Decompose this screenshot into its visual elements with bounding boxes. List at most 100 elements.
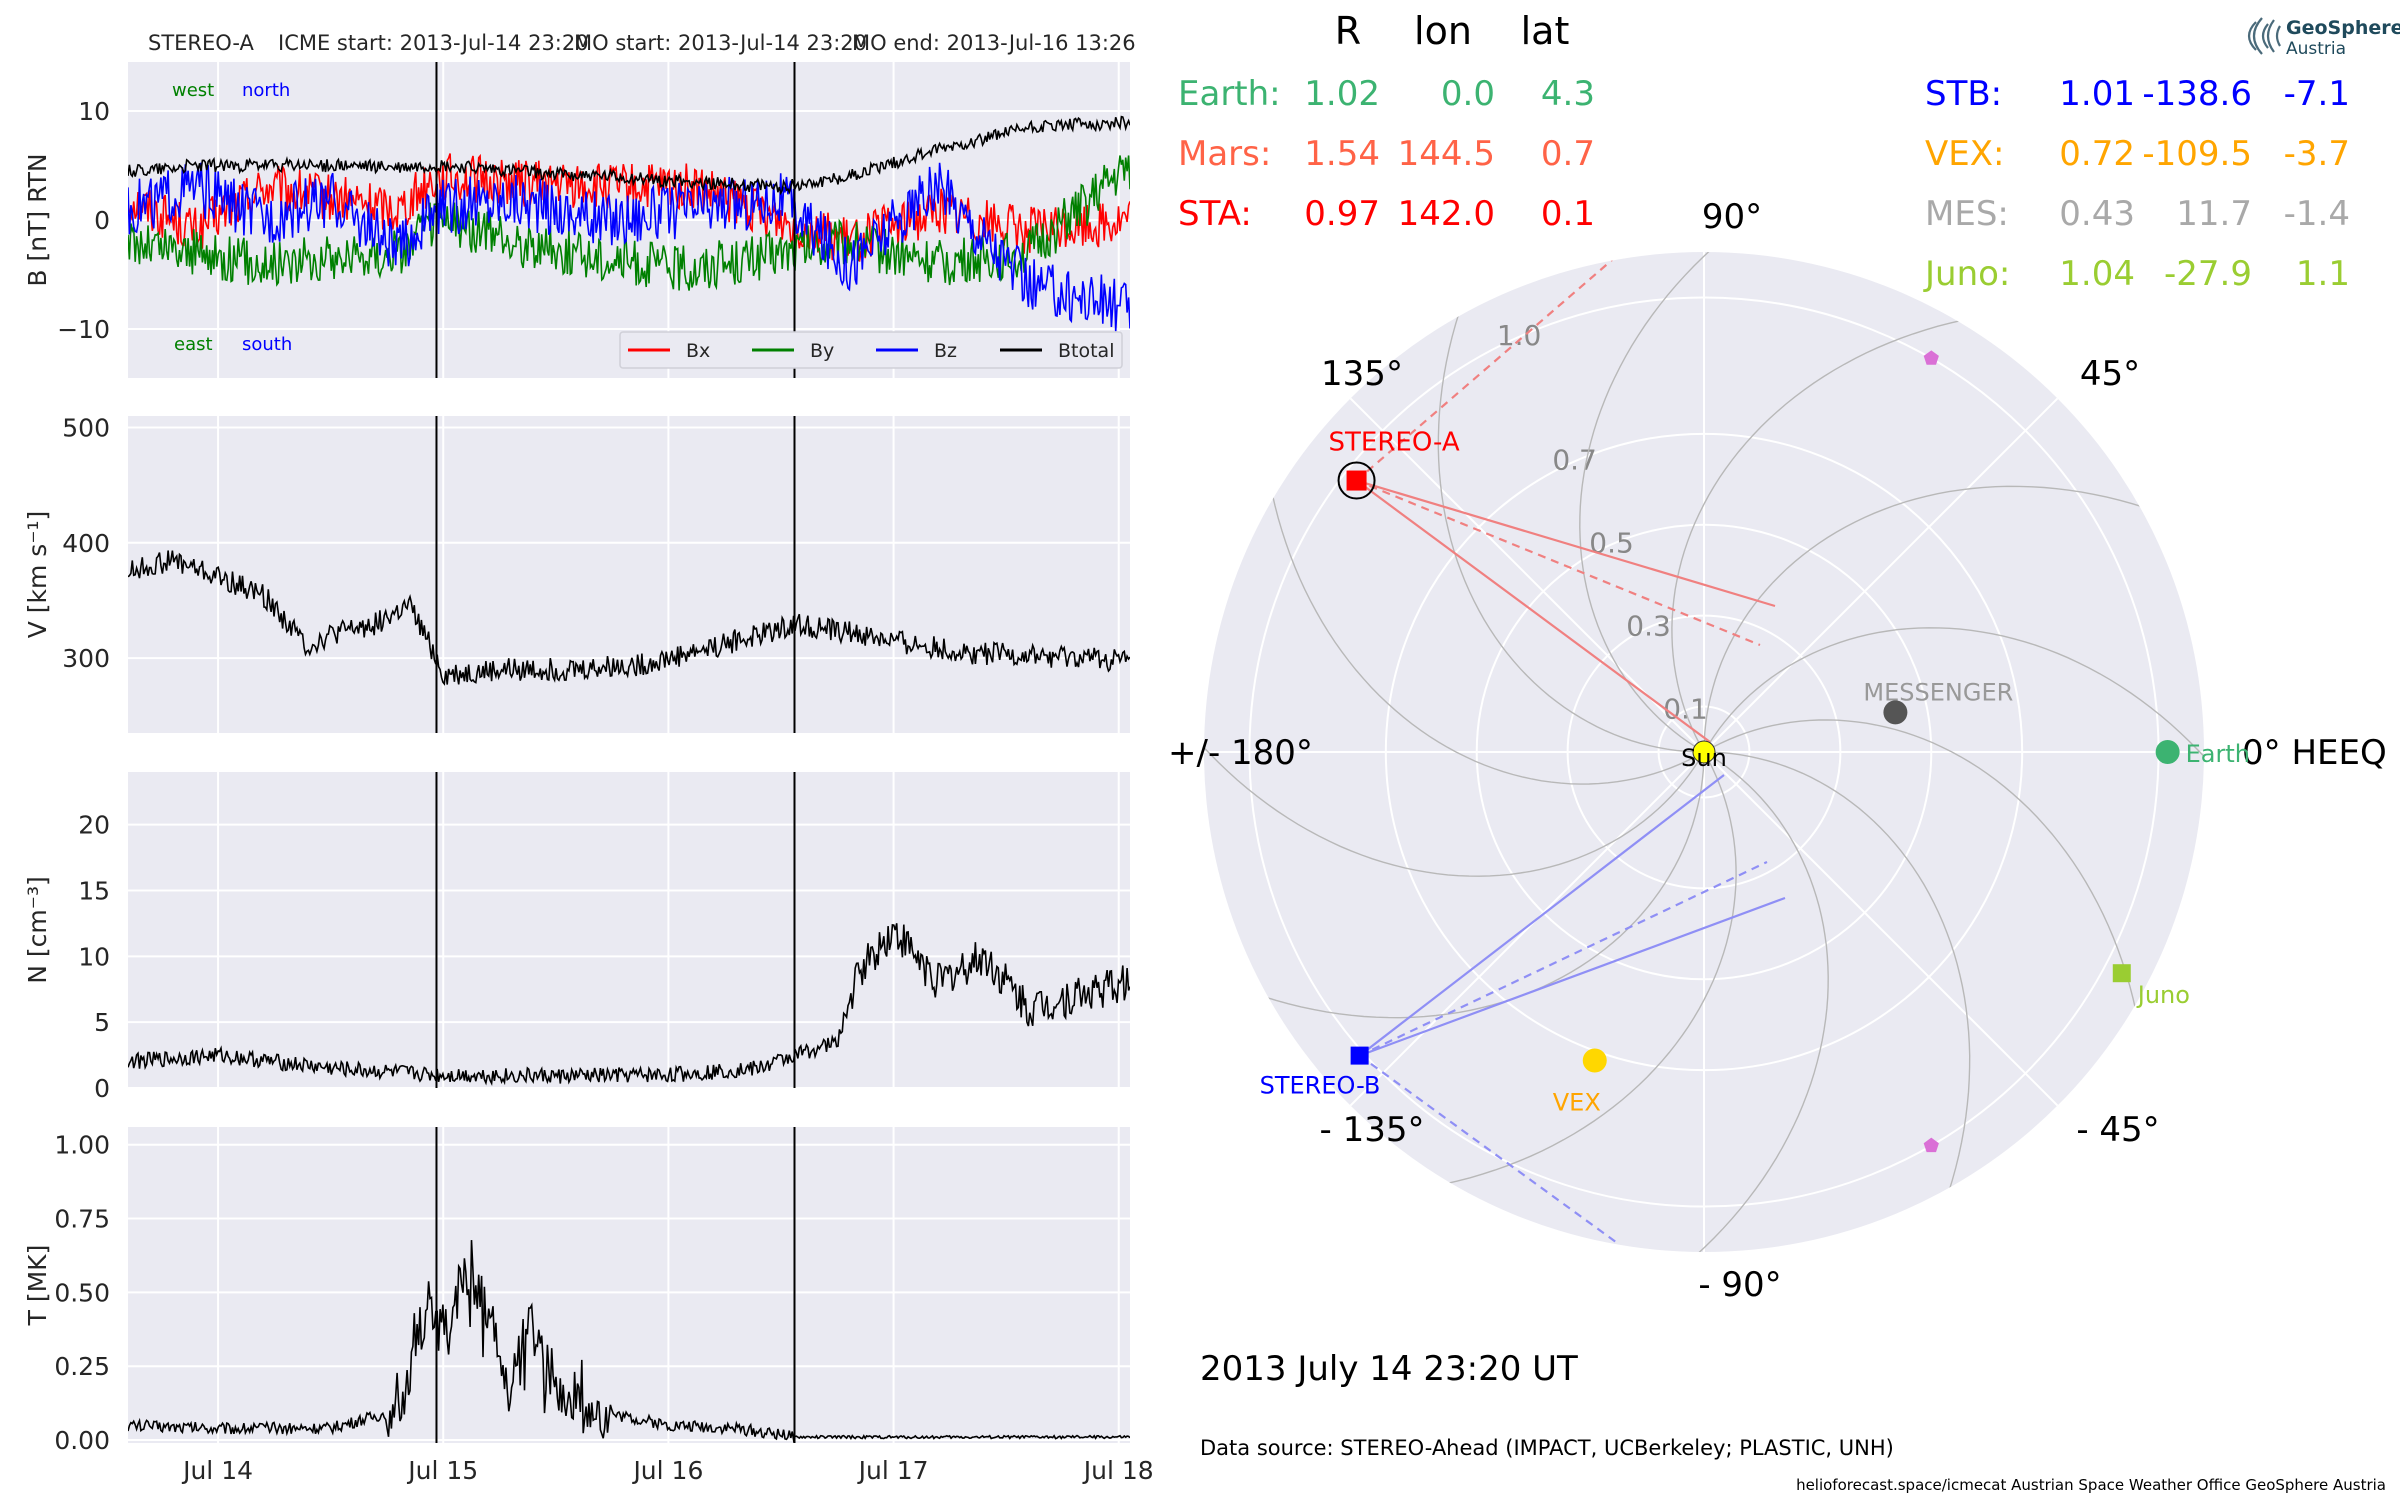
y-tick-label: 0.50 (54, 1278, 110, 1307)
sta-fov-line (1356, 479, 1776, 608)
body-juno: Juno (2112, 964, 2190, 1009)
pos-lat: -3.7 (2284, 134, 2350, 174)
pos-lon: -27.9 (2164, 254, 2252, 294)
polar-angle-label: - 45° (2076, 1110, 2159, 1150)
series-group (128, 923, 1130, 1086)
pos-r: 0.43 (2059, 194, 2135, 234)
pos-header-lon: lon (1414, 9, 1472, 53)
series-line-temperature (128, 1240, 1130, 1443)
fov-lines (1355, 259, 1786, 1246)
y-tick-label: 5 (94, 1008, 110, 1037)
stb-fov-line (1358, 774, 1725, 1057)
header-icme-start: ICME start: 2013-Jul-14 23:20 (278, 31, 589, 55)
stb-fov-line (1358, 1054, 1621, 1246)
pos-lat: 0.7 (1541, 134, 1595, 174)
polar-radial-gridline (1349, 751, 1705, 1107)
series-group (128, 550, 1130, 686)
body-messenger: MESSENGER (1863, 678, 2013, 725)
pos-name: STA: (1178, 194, 1252, 234)
pos-left-row: STA: 0.97 142.0 0.1 (1178, 194, 1595, 234)
header-mo-start: MO start: 2013-Jul-14 23:20 (574, 31, 867, 55)
series-line-density (128, 923, 1130, 1086)
x-tick-label: Jul 17 (857, 1456, 929, 1485)
spiral-line (1579, 252, 1768, 753)
sta-fov-line (1355, 259, 1613, 482)
y-axis-label: T [MK] (23, 1245, 52, 1327)
y-tick-label: 0.25 (54, 1352, 110, 1381)
legend-label-By: By (810, 340, 834, 362)
pos-name: MES: (1925, 194, 2009, 234)
spiral-line (1703, 719, 2147, 1080)
marker-pentagon (1923, 350, 1939, 365)
marker-circle (1582, 1048, 1607, 1073)
legend-label-Btotal: Btotal (1058, 340, 1114, 362)
geosphere-logo: GeoSphere Austria (2247, 17, 2400, 59)
y-tick-label: −10 (57, 315, 110, 344)
position-table: R lon lat Earth: 1.02 0.0 4.3 Mars: 1.54 144.5… (1178, 9, 2350, 294)
polar-angle-label: +/- 180° (1168, 733, 1313, 773)
polar-r-tick-label: 0.3 (1626, 609, 1671, 642)
marker-circle (1692, 740, 1716, 764)
timeseries-header: STEREO-A ICME start: 2013-Jul-14 23:20 M… (148, 31, 1136, 55)
marker-square (1350, 1046, 1369, 1065)
pos-r: 0.97 (1304, 194, 1380, 234)
body-label: VEX (1553, 1089, 1601, 1117)
marker-square (2112, 964, 2131, 983)
marker-circle (1883, 700, 1908, 725)
pos-lon: 142.0 (1398, 194, 1495, 234)
pos-lon: 11.7 (2176, 194, 2252, 234)
spiral-line (1204, 751, 1705, 1019)
y-axis-label: B [nT] RTN (23, 153, 52, 286)
marker-square (1346, 470, 1367, 491)
logo-mark-icon (2247, 17, 2281, 55)
spiral-line (1671, 309, 2032, 753)
spiral-line (1703, 627, 2204, 816)
body-pentagon-marker (1923, 1137, 1939, 1153)
polar-angle-label: - 135° (1320, 1110, 1425, 1150)
polar-ring (1384, 432, 2024, 1072)
y-tick-label: 400 (62, 529, 110, 558)
stb-fov-line (1359, 896, 1786, 1057)
plot-area (128, 772, 1130, 1088)
logo-line1: GeoSphere (2286, 17, 2400, 39)
series-group (128, 1240, 1130, 1443)
pos-right-row: Juno: 1.04 -27.9 1.1 (1923, 254, 2350, 294)
sta-fov-line (1355, 479, 1711, 743)
pos-header-lat: lat (1521, 9, 1570, 53)
legend-box (619, 331, 1123, 369)
y-tick-label: 0.00 (54, 1426, 110, 1455)
x-tick-label: Jul 14 (181, 1456, 253, 1485)
pos-r: 1.04 (2059, 254, 2135, 294)
y-tick-label: 10 (78, 97, 110, 126)
pos-left-row: Mars: 1.54 144.5 0.7 (1178, 134, 1595, 174)
spiral-line (1204, 688, 1705, 877)
body-label: Earth (2186, 740, 2250, 768)
pos-name: STB: (1925, 74, 2002, 114)
spiral-line (1640, 751, 1829, 1252)
pos-right-row: MES: 0.43 11.7 -1.4 (1925, 194, 2350, 234)
sta-fov-line (1356, 479, 1761, 647)
pos-lat: -7.1 (2284, 74, 2350, 114)
legend-label-Bx: Bx (686, 340, 710, 362)
polar-radial-gridline (1703, 751, 2059, 1107)
x-tick-label: Jul 18 (1082, 1456, 1154, 1485)
annotation-east: east (174, 334, 213, 355)
y-tick-label: 0 (94, 206, 110, 235)
pos-name: Earth: (1178, 74, 1281, 114)
polar-ring (1657, 705, 1751, 799)
y-tick-label: 300 (62, 644, 110, 673)
polar-angle-label: - 90° (1698, 1265, 1781, 1305)
header-mo-end: MO end: 2013-Jul-16 13:26 (852, 31, 1136, 55)
legend: Bx By Bz Btotal (619, 331, 1123, 369)
panel-magnetic-field: −10 0 10 B [nT] RTN west north east south Bx By Bz… (23, 62, 1130, 378)
x-tick-label: Jul 15 (406, 1456, 478, 1485)
body-sun: Sun (1681, 740, 1727, 772)
y-tick-label: 0.75 (54, 1205, 110, 1234)
timeseries-panels: −10 0 10 B [nT] RTN west north east south Bx By Bz… (23, 62, 1154, 1485)
y-tick-label: 1.00 (54, 1131, 110, 1160)
polar-r-tick-label: 0.5 (1589, 526, 1634, 559)
pos-left-row: Earth: 1.02 0.0 4.3 (1178, 74, 1595, 114)
pos-r: 1.54 (1304, 134, 1380, 174)
marker-circle (2155, 740, 2180, 764)
pos-name: Mars: (1178, 134, 1271, 174)
